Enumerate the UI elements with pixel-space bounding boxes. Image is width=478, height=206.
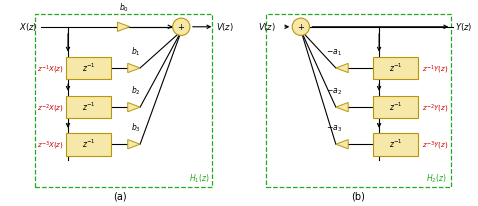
Polygon shape [128, 140, 140, 149]
Text: $+$: $+$ [177, 22, 185, 32]
Text: $z^{-1}$: $z^{-1}$ [82, 138, 96, 150]
Text: (b): (b) [351, 192, 366, 202]
Text: $z^{-2}Y(z)$: $z^{-2}Y(z)$ [423, 103, 449, 115]
Text: $z^{-3}X(z)$: $z^{-3}X(z)$ [37, 140, 64, 152]
Text: $-a_2$: $-a_2$ [326, 86, 342, 97]
Polygon shape [118, 22, 130, 32]
Text: $z^{-1}$: $z^{-1}$ [389, 101, 402, 113]
Text: $z^{-1}$: $z^{-1}$ [82, 101, 96, 113]
Text: $z^{-1}$: $z^{-1}$ [389, 62, 402, 74]
Circle shape [292, 18, 309, 35]
Bar [66, 133, 111, 156]
Text: (a): (a) [113, 192, 126, 202]
Text: $b_2$: $b_2$ [131, 84, 141, 97]
Text: $H_2(z)$: $H_2(z)$ [426, 173, 447, 185]
Polygon shape [336, 103, 348, 112]
Bar [35, 14, 212, 187]
Text: $z^{-2}X(z)$: $z^{-2}X(z)$ [37, 103, 64, 115]
Bar [373, 96, 418, 118]
Polygon shape [336, 140, 348, 149]
Text: $+$: $+$ [297, 22, 305, 32]
Text: $-a_3$: $-a_3$ [326, 123, 342, 134]
Text: $-a_1$: $-a_1$ [326, 47, 342, 58]
Text: $z^{-3}Y(z)$: $z^{-3}Y(z)$ [423, 140, 449, 152]
Text: $z^{-1}$: $z^{-1}$ [389, 138, 402, 150]
Polygon shape [128, 103, 140, 112]
Text: $H_1(z)$: $H_1(z)$ [189, 173, 210, 185]
Bar [373, 133, 418, 156]
Polygon shape [128, 63, 140, 73]
Bar [66, 57, 111, 79]
Text: $b_1$: $b_1$ [131, 45, 141, 58]
Bar [66, 96, 111, 118]
Text: $z^{-1}Y(z)$: $z^{-1}Y(z)$ [423, 64, 449, 76]
Text: $z^{-1}$: $z^{-1}$ [82, 62, 96, 74]
Bar [266, 14, 451, 187]
Text: $b_3$: $b_3$ [131, 121, 141, 134]
Text: $b_0$: $b_0$ [119, 2, 129, 14]
Text: $V(z)$: $V(z)$ [217, 21, 234, 33]
Text: $X(z)$: $X(z)$ [19, 21, 37, 33]
Text: $Y(z)$: $Y(z)$ [456, 21, 473, 33]
Bar [373, 57, 418, 79]
Polygon shape [336, 63, 348, 73]
Text: $V(z)$: $V(z)$ [258, 21, 275, 33]
Circle shape [173, 18, 190, 35]
Text: $z^{-1}X(z)$: $z^{-1}X(z)$ [37, 64, 64, 76]
